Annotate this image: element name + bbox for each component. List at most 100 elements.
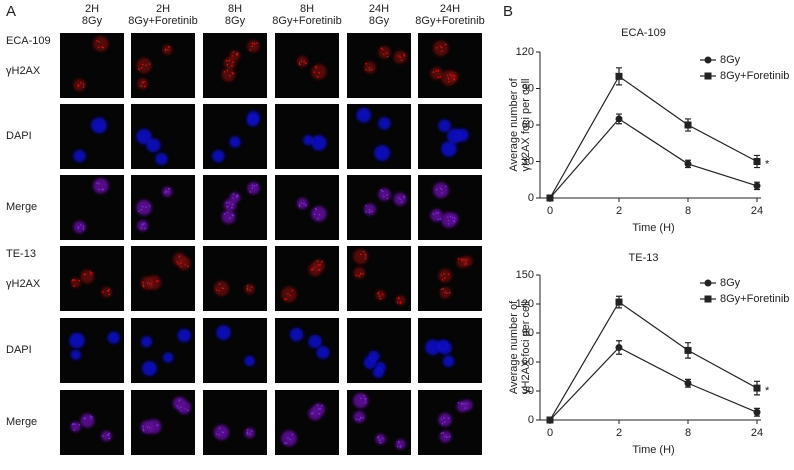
nucleus (172, 252, 187, 266)
column-time: 24H (440, 3, 460, 15)
focus (225, 201, 228, 204)
nucleus (69, 332, 85, 349)
focus (453, 75, 456, 77)
focus (448, 292, 451, 294)
focus (446, 292, 448, 295)
focus (289, 438, 291, 441)
nucleus (70, 349, 81, 360)
focus (310, 269, 313, 271)
focus (381, 293, 384, 296)
micrograph (131, 318, 195, 383)
focus (460, 258, 463, 260)
focus (246, 432, 249, 435)
focus (141, 205, 144, 208)
focus (215, 289, 218, 291)
focus (218, 427, 221, 429)
focus (144, 85, 146, 88)
focus (439, 187, 442, 190)
focus (370, 210, 373, 213)
focus (77, 227, 80, 229)
focus (80, 82, 82, 84)
focus (447, 273, 450, 275)
annotation: * (765, 385, 770, 397)
focus (144, 206, 147, 209)
series-line (549, 346, 758, 421)
focus (178, 256, 181, 258)
focus (148, 205, 151, 207)
focus (249, 49, 251, 51)
nucleus (91, 117, 107, 134)
nucleus (93, 178, 109, 194)
focus (461, 259, 463, 262)
focus (155, 280, 158, 283)
focus (91, 416, 93, 418)
focus (256, 42, 258, 44)
x-axis-label: Time (H) (632, 222, 674, 234)
focus (225, 59, 228, 62)
column-treatment: 8Gy+Foretinib (415, 15, 484, 27)
focus (464, 407, 466, 409)
focus (177, 407, 180, 409)
focus (359, 272, 362, 275)
focus (180, 409, 182, 412)
nucleus (436, 339, 449, 352)
focus (138, 68, 140, 70)
micrograph (418, 33, 482, 98)
focus (364, 399, 367, 401)
focus (385, 52, 388, 54)
focus (317, 75, 319, 78)
row-label: DAPI (6, 344, 32, 356)
focus (397, 441, 400, 444)
focus (378, 295, 381, 297)
micrograph (418, 175, 482, 240)
focus (319, 263, 322, 266)
focus (365, 211, 367, 213)
focus (449, 215, 452, 218)
focus (180, 262, 182, 264)
focus (223, 212, 226, 215)
focus (380, 189, 383, 192)
focus (362, 394, 365, 397)
focus (180, 265, 182, 268)
focus (177, 263, 180, 265)
nucleus (441, 141, 457, 157)
y-tick-label: 120 (516, 298, 534, 310)
focus (82, 83, 85, 86)
focus (148, 63, 151, 65)
focus (251, 187, 254, 189)
column-treatment: 8Gy (225, 15, 246, 27)
nucleus (136, 57, 152, 74)
focus (316, 260, 319, 262)
x-tick-label: 0 (547, 427, 553, 439)
focus (138, 210, 140, 212)
nucleus (438, 119, 451, 133)
focus (380, 47, 383, 50)
focus (368, 211, 371, 213)
column-time: 8H (228, 3, 242, 15)
micrograph (203, 246, 267, 311)
marker (753, 408, 761, 416)
focus (102, 188, 105, 191)
focus (298, 205, 301, 208)
nucleus (296, 55, 309, 68)
nucleus (223, 56, 237, 70)
focus (285, 442, 288, 444)
nucleus (316, 346, 330, 359)
focus (443, 421, 446, 423)
focus (228, 217, 231, 219)
nucleus (281, 430, 297, 447)
focus (318, 264, 320, 266)
focus (321, 260, 323, 263)
x-axis-label: Time (H) (632, 444, 674, 456)
focus (447, 80, 450, 83)
focus (228, 75, 231, 77)
nucleus (221, 68, 236, 82)
focus (223, 70, 226, 73)
focus (400, 59, 403, 61)
focus (98, 188, 100, 191)
x-tick-label: 2 (616, 427, 622, 439)
focus (441, 192, 443, 194)
focus (359, 397, 362, 400)
focus (168, 188, 170, 190)
nucleus (356, 107, 372, 123)
